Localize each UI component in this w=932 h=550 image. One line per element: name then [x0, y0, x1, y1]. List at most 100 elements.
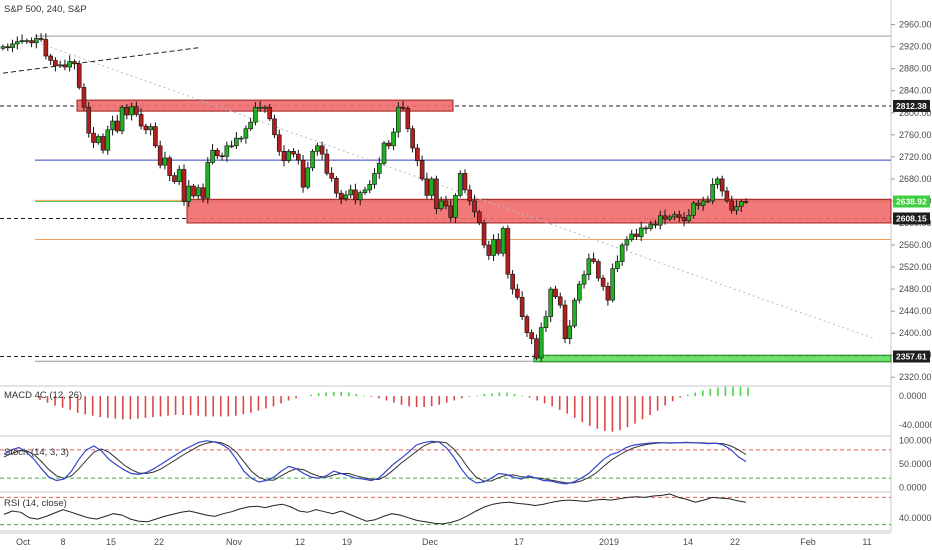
candle[interactable] — [462, 169, 468, 194]
candle[interactable] — [253, 102, 258, 126]
candle[interactable] — [553, 285, 558, 300]
candle[interactable] — [653, 219, 658, 229]
candle[interactable] — [734, 200, 739, 215]
candle[interactable] — [115, 114, 120, 134]
candle[interactable] — [429, 176, 434, 200]
candle[interactable] — [472, 194, 477, 218]
candle[interactable] — [467, 184, 473, 206]
candle[interactable] — [229, 140, 234, 149]
candle[interactable] — [724, 186, 730, 204]
candle[interactable] — [729, 195, 735, 214]
candle[interactable] — [91, 126, 96, 149]
candle[interactable] — [648, 220, 654, 231]
candle[interactable] — [24, 38, 30, 44]
candle[interactable] — [19, 34, 25, 44]
candle[interactable] — [357, 190, 363, 206]
candle[interactable] — [181, 164, 187, 206]
candle[interactable] — [529, 329, 534, 345]
candle[interactable] — [110, 115, 115, 136]
candle[interactable] — [0, 44, 6, 51]
candle[interactable] — [434, 175, 439, 215]
candle[interactable] — [148, 123, 153, 136]
candle[interactable] — [519, 291, 525, 320]
candle[interactable] — [34, 34, 39, 49]
candle[interactable] — [415, 143, 420, 167]
candle[interactable] — [738, 199, 744, 212]
candle[interactable] — [224, 141, 230, 162]
candle[interactable] — [615, 255, 620, 273]
candle[interactable] — [438, 196, 444, 211]
candle[interactable] — [129, 102, 134, 121]
candle[interactable] — [210, 144, 215, 165]
candle[interactable] — [491, 234, 496, 261]
candle[interactable] — [534, 334, 539, 361]
candle[interactable] — [577, 280, 582, 304]
candle[interactable] — [486, 240, 492, 260]
candle[interactable] — [677, 210, 682, 222]
candle[interactable] — [572, 297, 577, 329]
candle[interactable] — [548, 286, 554, 323]
candle[interactable] — [443, 195, 449, 210]
candle[interactable] — [662, 209, 668, 225]
candle[interactable] — [515, 283, 520, 300]
candle[interactable] — [610, 263, 615, 303]
candle[interactable] — [29, 37, 34, 48]
candle[interactable] — [134, 101, 139, 117]
candle[interactable] — [348, 184, 353, 199]
candle[interactable] — [586, 253, 592, 281]
candle[interactable] — [243, 125, 249, 144]
candle[interactable] — [162, 151, 168, 170]
candle[interactable] — [10, 39, 15, 53]
candle[interactable] — [176, 165, 182, 185]
candle[interactable] — [14, 36, 20, 50]
candle[interactable] — [262, 105, 268, 113]
candle[interactable] — [62, 59, 68, 71]
candle[interactable] — [310, 149, 315, 172]
candle[interactable] — [124, 104, 130, 120]
candle[interactable] — [457, 170, 463, 198]
candle[interactable] — [67, 55, 72, 72]
candle[interactable] — [719, 175, 725, 197]
candle[interactable] — [500, 226, 506, 257]
candle[interactable] — [567, 319, 573, 345]
candle[interactable] — [619, 242, 625, 266]
candle[interactable] — [72, 59, 77, 70]
candle[interactable] — [324, 148, 330, 176]
candle[interactable] — [691, 200, 696, 219]
candle[interactable] — [272, 114, 277, 139]
candle[interactable] — [396, 102, 401, 138]
candle[interactable] — [400, 101, 406, 111]
candle[interactable] — [643, 225, 649, 234]
candle[interactable] — [205, 157, 211, 204]
candle[interactable] — [557, 292, 563, 309]
candle[interactable] — [496, 233, 501, 256]
candle[interactable] — [138, 108, 144, 130]
candle[interactable] — [295, 149, 301, 165]
candle[interactable] — [100, 133, 106, 154]
candle[interactable] — [86, 102, 92, 138]
candle[interactable] — [424, 172, 430, 199]
candle[interactable] — [57, 60, 63, 69]
candle[interactable] — [605, 282, 611, 306]
candle[interactable] — [419, 155, 425, 182]
candle[interactable] — [700, 196, 706, 211]
candle[interactable] — [381, 140, 387, 166]
candle[interactable] — [743, 198, 749, 204]
candlestick-series[interactable] — [0, 33, 749, 362]
candle[interactable] — [305, 161, 311, 190]
candle[interactable] — [105, 125, 111, 155]
candle[interactable] — [667, 214, 673, 222]
candle[interactable] — [76, 60, 82, 90]
candle[interactable] — [48, 53, 53, 65]
candle[interactable] — [172, 172, 177, 184]
candle[interactable] — [672, 211, 677, 221]
candle[interactable] — [362, 186, 368, 195]
candle[interactable] — [38, 33, 44, 42]
candle[interactable] — [476, 209, 482, 226]
candle[interactable] — [448, 199, 454, 222]
candle[interactable] — [191, 183, 196, 199]
candle[interactable] — [5, 43, 11, 52]
candle[interactable] — [329, 167, 334, 182]
candle[interactable] — [510, 270, 515, 295]
